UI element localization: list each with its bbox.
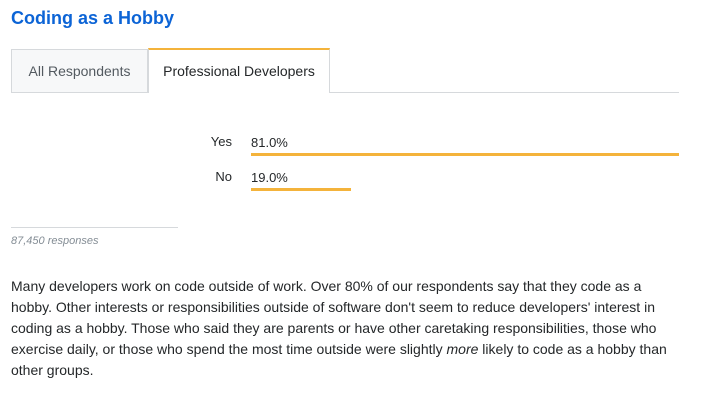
description-text-start: Many developers work on code outside of … <box>11 278 657 357</box>
tab-all-respondents[interactable]: All Respondents <box>11 49 148 92</box>
description-paragraph: Many developers work on code outside of … <box>11 276 683 381</box>
tab-professional-developers[interactable]: Professional Developers <box>148 48 330 93</box>
description-emphasis: more <box>446 341 479 357</box>
tab-bar: All Respondents Professional Developers <box>11 48 679 93</box>
description-text-end: likely to code as a hobby than other gro… <box>11 341 667 378</box>
bar-yes <box>251 153 679 156</box>
bar-value-no: 19.0% <box>251 170 288 185</box>
responses-count: 87,450 responses <box>11 235 99 247</box>
section-title: Coding as a Hobby <box>11 8 175 28</box>
bar-value-yes: 81.0% <box>251 135 288 150</box>
bar-label-no: No <box>215 169 232 184</box>
hobby-bar-chart: Yes 81.0% No 19.0% <box>210 134 679 191</box>
bar-label-yes: Yes <box>210 134 232 149</box>
divider <box>11 227 178 228</box>
bar-no <box>251 188 351 191</box>
